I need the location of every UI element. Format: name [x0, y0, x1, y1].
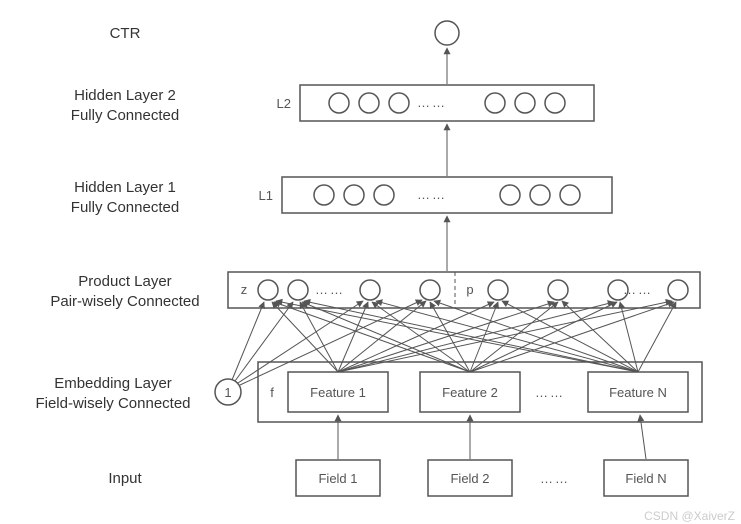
field-boxes: Field 1 Field 2 …… Field N [296, 460, 688, 496]
l1-ellipsis: …… [417, 187, 447, 202]
feature2-label: Feature 2 [442, 385, 498, 400]
bias-label: 1 [224, 385, 231, 400]
embed-label1: Embedding Layer [54, 375, 172, 392]
feature-boxes: Feature 1 Feature 2 …… Feature N [288, 372, 688, 412]
watermark: CSDN @XaiverZ [644, 509, 735, 523]
product-label1: Product Layer [78, 273, 171, 290]
field1-label: Field 1 [318, 471, 357, 486]
featureN-label: Feature N [609, 385, 667, 400]
p-label: p [466, 282, 473, 297]
fieldN-label: Field N [625, 471, 666, 486]
hidden1-label2: Fully Connected [71, 199, 179, 216]
feature-ellipsis: …… [535, 385, 565, 400]
input-label: Input [108, 470, 142, 487]
ctr-node [435, 21, 459, 45]
z-label: z [241, 282, 248, 297]
p-ellipsis: …… [623, 282, 653, 297]
f-label: f [270, 385, 274, 400]
ctr-label: CTR [110, 25, 141, 42]
pnn-architecture-diagram: CTR Hidden Layer 2 Fully Connected Hidde… [0, 0, 741, 524]
z-ellipsis: …… [315, 282, 345, 297]
l1-box-label: L1 [259, 188, 273, 203]
hidden2-label2: Fully Connected [71, 107, 179, 124]
l2-box-label: L2 [277, 96, 291, 111]
field-ellipsis: …… [540, 471, 570, 486]
product-label2: Pair-wisely Connected [50, 293, 199, 310]
feature1-label: Feature 1 [310, 385, 366, 400]
field2-label: Field 2 [450, 471, 489, 486]
hidden2-label1: Hidden Layer 2 [74, 87, 176, 104]
l2-ellipsis: …… [417, 95, 447, 110]
embed-label2: Field-wisely Connected [35, 395, 190, 412]
hidden1-label1: Hidden Layer 1 [74, 179, 176, 196]
